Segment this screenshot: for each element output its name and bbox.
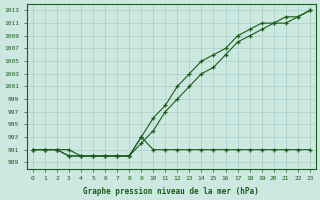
X-axis label: Graphe pression niveau de la mer (hPa): Graphe pression niveau de la mer (hPa) (84, 187, 259, 196)
